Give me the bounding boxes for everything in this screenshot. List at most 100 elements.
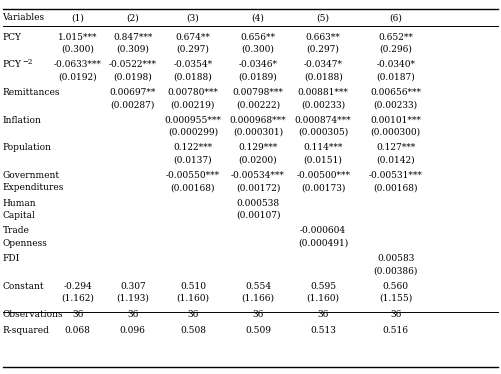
Text: 0.00881***: 0.00881***: [298, 88, 349, 97]
Text: Expenditures: Expenditures: [3, 183, 64, 192]
Text: -0.0347*: -0.0347*: [304, 60, 343, 69]
Text: 0.00697**: 0.00697**: [110, 88, 156, 97]
Text: 0.508: 0.508: [180, 326, 206, 335]
Text: 0.000538: 0.000538: [236, 199, 280, 208]
Text: (0.000300): (0.000300): [371, 128, 421, 137]
Text: 0.516: 0.516: [383, 326, 409, 335]
Text: Human: Human: [3, 199, 36, 208]
Text: 0.000955***: 0.000955***: [164, 116, 221, 125]
Text: 36: 36: [253, 310, 264, 319]
Text: -0.00534***: -0.00534***: [231, 171, 285, 180]
Text: 0.00780***: 0.00780***: [167, 88, 218, 97]
Text: 0.000874***: 0.000874***: [295, 116, 352, 125]
Text: (0.00107): (0.00107): [236, 211, 280, 220]
Text: R-squared: R-squared: [3, 326, 50, 335]
Text: (0.00222): (0.00222): [236, 100, 280, 109]
Text: (2): (2): [126, 13, 139, 22]
Text: 36: 36: [127, 310, 138, 319]
Text: -0.0354*: -0.0354*: [173, 60, 212, 69]
Text: (0.000491): (0.000491): [298, 239, 348, 248]
Text: (5): (5): [317, 13, 330, 22]
Text: 0.510: 0.510: [180, 282, 206, 291]
Text: 36: 36: [390, 310, 401, 319]
Text: -0.0340*: -0.0340*: [376, 60, 415, 69]
Text: -0.0346*: -0.0346*: [238, 60, 278, 69]
Text: (0.00173): (0.00173): [301, 183, 345, 192]
Text: (1.193): (1.193): [116, 294, 149, 303]
Text: (0.0188): (0.0188): [304, 73, 343, 82]
Text: 0.554: 0.554: [245, 282, 271, 291]
Text: -0.00500***: -0.00500***: [296, 171, 350, 180]
Text: (0.00287): (0.00287): [111, 100, 155, 109]
Text: (0.297): (0.297): [307, 45, 340, 54]
Text: (0.00233): (0.00233): [301, 100, 345, 109]
Text: (0.00386): (0.00386): [374, 266, 418, 275]
Text: (1.160): (1.160): [307, 294, 340, 303]
Text: (0.0200): (0.0200): [238, 156, 278, 165]
Text: 0.847***: 0.847***: [113, 33, 152, 42]
Text: (0.00172): (0.00172): [236, 183, 280, 192]
Text: (1.162): (1.162): [61, 294, 94, 303]
Text: (0.00168): (0.00168): [171, 183, 215, 192]
Text: (0.000299): (0.000299): [168, 128, 218, 137]
Text: 1.015***: 1.015***: [58, 33, 97, 42]
Text: 0.00798***: 0.00798***: [232, 88, 284, 97]
Text: (0.0137): (0.0137): [173, 156, 212, 165]
Text: 0.513: 0.513: [310, 326, 336, 335]
Text: 0.096: 0.096: [120, 326, 146, 335]
Text: Inflation: Inflation: [3, 116, 42, 125]
Text: 0.00583: 0.00583: [377, 254, 414, 263]
Text: 0.122***: 0.122***: [173, 143, 212, 152]
Text: 0.663**: 0.663**: [306, 33, 341, 42]
Text: (0.300): (0.300): [241, 45, 275, 54]
Text: (0.296): (0.296): [379, 45, 412, 54]
Text: (0.0198): (0.0198): [113, 73, 152, 82]
Text: (0.0189): (0.0189): [238, 73, 278, 82]
Text: 36: 36: [187, 310, 198, 319]
Text: (4): (4): [252, 13, 265, 22]
Text: 36: 36: [72, 310, 83, 319]
Text: 0.129***: 0.129***: [238, 143, 278, 152]
Text: 0.674**: 0.674**: [175, 33, 210, 42]
Text: -0.294: -0.294: [63, 282, 92, 291]
Text: (0.297): (0.297): [176, 45, 209, 54]
Text: (3): (3): [186, 13, 199, 22]
Text: (0.00233): (0.00233): [374, 100, 418, 109]
Text: -0.0522***: -0.0522***: [109, 60, 157, 69]
Text: (0.000301): (0.000301): [233, 128, 283, 137]
Text: (1.155): (1.155): [379, 294, 412, 303]
Text: (1.166): (1.166): [241, 294, 275, 303]
Text: 0.00101***: 0.00101***: [370, 116, 421, 125]
Text: PCY: PCY: [3, 33, 22, 42]
Text: (1.160): (1.160): [176, 294, 209, 303]
Text: Capital: Capital: [3, 211, 35, 220]
Text: (6): (6): [389, 13, 402, 22]
Text: 36: 36: [318, 310, 329, 319]
Text: (0.0142): (0.0142): [376, 156, 415, 165]
Text: PCY: PCY: [3, 60, 22, 69]
Text: Observations: Observations: [3, 310, 63, 319]
Text: 0.652**: 0.652**: [378, 33, 413, 42]
Text: 0.00656***: 0.00656***: [370, 88, 421, 97]
Text: Remittances: Remittances: [3, 88, 60, 97]
Text: 0.595: 0.595: [310, 282, 336, 291]
Text: -0.00531***: -0.00531***: [369, 171, 423, 180]
Text: 0.068: 0.068: [65, 326, 91, 335]
Text: Openness: Openness: [3, 239, 48, 248]
Text: (1): (1): [71, 13, 84, 22]
Text: (0.300): (0.300): [61, 45, 94, 54]
Text: −2: −2: [23, 58, 33, 66]
Text: (0.309): (0.309): [116, 45, 149, 54]
Text: (0.0188): (0.0188): [173, 73, 212, 82]
Text: -0.00550***: -0.00550***: [166, 171, 220, 180]
Text: FDI: FDI: [3, 254, 20, 263]
Text: Trade: Trade: [3, 226, 30, 235]
Text: 0.656**: 0.656**: [240, 33, 276, 42]
Text: 0.509: 0.509: [245, 326, 271, 335]
Text: 0.114***: 0.114***: [304, 143, 343, 152]
Text: (0.0192): (0.0192): [58, 73, 97, 82]
Text: 0.000968***: 0.000968***: [229, 116, 287, 125]
Text: Variables: Variables: [3, 13, 45, 22]
Text: Constant: Constant: [3, 282, 44, 291]
Text: (0.00219): (0.00219): [171, 100, 215, 109]
